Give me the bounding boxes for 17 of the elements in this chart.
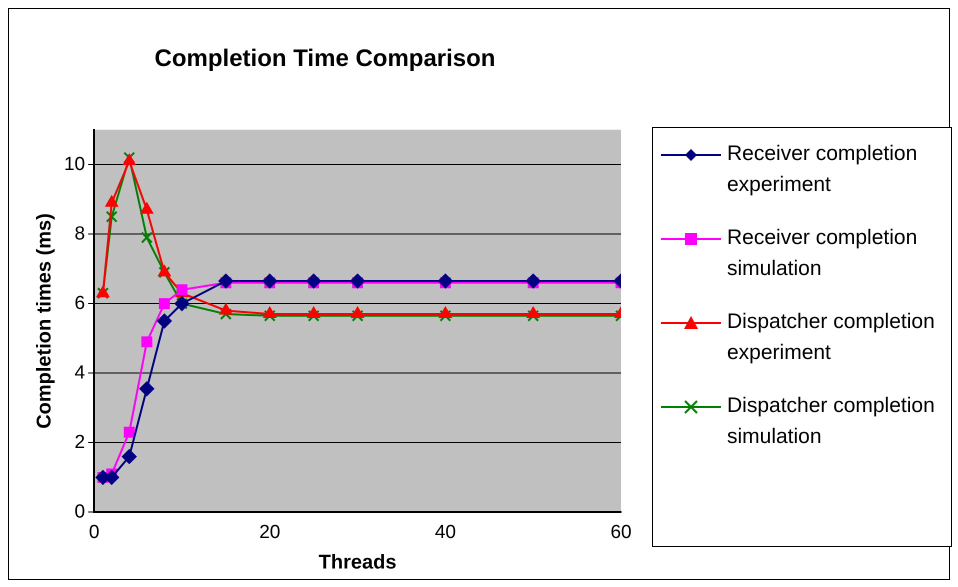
x-tick-label: 20 bbox=[259, 522, 280, 543]
legend-label: Receiver completion experiment bbox=[727, 141, 918, 198]
chart-title: Completion Time Comparison bbox=[154, 45, 496, 72]
y-tick-label: 2 bbox=[74, 432, 86, 453]
y-tick-label: 10 bbox=[64, 154, 86, 175]
legend-label: Dispatcher completion experiment bbox=[727, 309, 936, 366]
x-tick-label: 0 bbox=[88, 522, 100, 543]
x-tick-label: 60 bbox=[610, 522, 632, 543]
y-tick-label: 6 bbox=[74, 292, 86, 314]
legend-label: Receiver completion simulation bbox=[727, 225, 918, 282]
x-tick-label: 40 bbox=[434, 522, 456, 543]
y-tick-label: 8 bbox=[74, 223, 86, 244]
y-tick-label: 4 bbox=[74, 362, 86, 384]
y-tick-label: 0 bbox=[74, 501, 86, 522]
x-axis-title: Threads bbox=[318, 552, 396, 574]
y-axis-title: Completion times (ms) bbox=[34, 213, 56, 429]
legend-label: Dispatcher completion simulation bbox=[727, 393, 936, 450]
